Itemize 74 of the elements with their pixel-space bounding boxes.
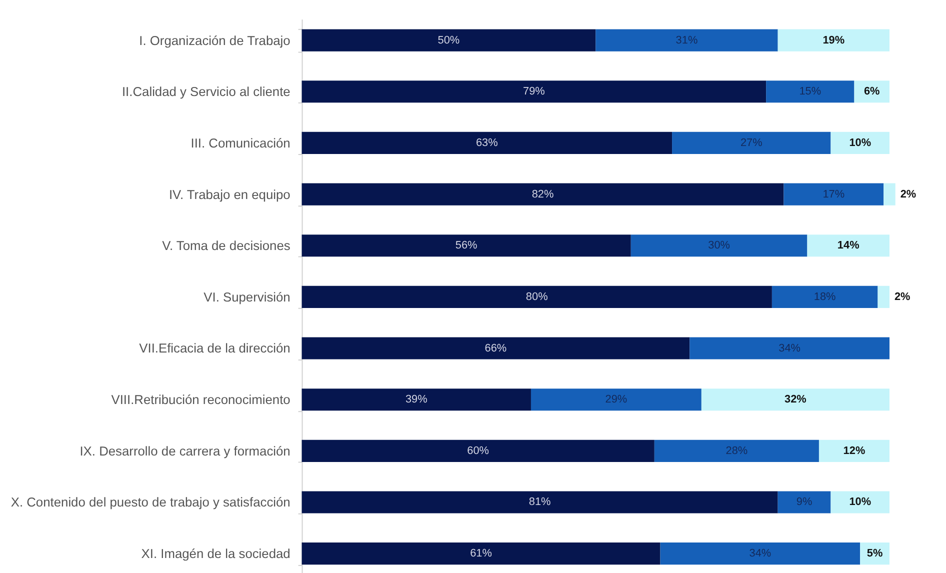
bar (654, 440, 819, 462)
data-label: 2% (900, 188, 916, 200)
y-tick-label: I. Organización de Trabajo (139, 32, 290, 48)
bar (530, 388, 702, 411)
data-label: 79% (523, 86, 546, 98)
data-label: 56% (455, 240, 478, 252)
y-tick-label: VI. Supervisión (204, 289, 290, 304)
bar (302, 337, 690, 360)
bar (302, 491, 778, 514)
data-label: 15% (799, 86, 822, 98)
bar (884, 183, 896, 206)
data-label: 10% (849, 496, 872, 508)
y-tick-label: X. Contenido del puesto de trabajo y satisfacción (10, 494, 290, 510)
y-tick-label: II.Calidad y Servicio al cliente (122, 84, 290, 100)
bar (302, 80, 766, 103)
y-tick-label: VII.Eficacia de la dirección (139, 340, 290, 356)
bar (302, 388, 531, 411)
data-label: 9% (796, 496, 812, 508)
bar (302, 286, 772, 308)
bar (302, 183, 784, 206)
y-tick-label: III. Comunicación (190, 135, 290, 150)
data-label: 80% (526, 290, 548, 303)
data-label: 50% (438, 34, 460, 46)
data-label: 28% (726, 444, 748, 457)
data-label: 5% (866, 548, 883, 560)
data-label: 10% (849, 136, 872, 149)
data-label: 27% (740, 136, 763, 149)
data-label: 34% (778, 342, 801, 354)
bar (302, 234, 631, 257)
data-label: 6% (864, 86, 880, 98)
bar (807, 234, 890, 257)
bar (302, 542, 660, 565)
y-tick-label: IX. Desarrollo de carrera y formación (80, 443, 290, 458)
data-label: 29% (605, 394, 628, 406)
data-label: 60% (467, 444, 490, 457)
data-label: 19% (822, 34, 845, 46)
bar (854, 80, 890, 103)
data-label: 66% (484, 342, 507, 354)
data-label: 82% (532, 188, 554, 200)
bar (784, 183, 884, 206)
bar (701, 388, 890, 411)
bar (660, 542, 860, 565)
y-tick-label: IV. Trabajo en equipo (168, 186, 290, 202)
bar (302, 132, 672, 154)
data-label: 18% (814, 290, 836, 303)
bar (878, 286, 890, 308)
bar (672, 132, 831, 154)
bar (630, 234, 808, 257)
bar (830, 132, 890, 154)
data-label: 81% (528, 496, 552, 508)
data-label: 12% (843, 444, 866, 457)
y-tick-label: V. Toma de decisiones (162, 238, 290, 254)
data-label: 39% (405, 394, 428, 406)
bar (778, 29, 890, 52)
data-label: 34% (749, 548, 772, 560)
bar (778, 491, 831, 514)
data-label: 17% (822, 188, 845, 200)
bar (596, 29, 778, 52)
data-label: 14% (837, 240, 860, 252)
y-tick-label: XI. Imagén de la sociedad (141, 546, 290, 562)
data-label: 32% (784, 394, 807, 406)
data-label: 30% (708, 240, 730, 252)
bar (690, 337, 890, 360)
data-label: 31% (676, 34, 698, 46)
bar (818, 440, 890, 462)
y-tick-label: VIII.Retribución reconocimiento (111, 392, 290, 408)
bar (830, 491, 890, 514)
bar (766, 80, 854, 103)
data-label: 63% (476, 136, 498, 149)
bar (302, 29, 596, 52)
data-label: 2% (894, 290, 911, 303)
bar (772, 286, 878, 308)
data-label: 61% (470, 548, 492, 560)
bar (302, 440, 654, 462)
